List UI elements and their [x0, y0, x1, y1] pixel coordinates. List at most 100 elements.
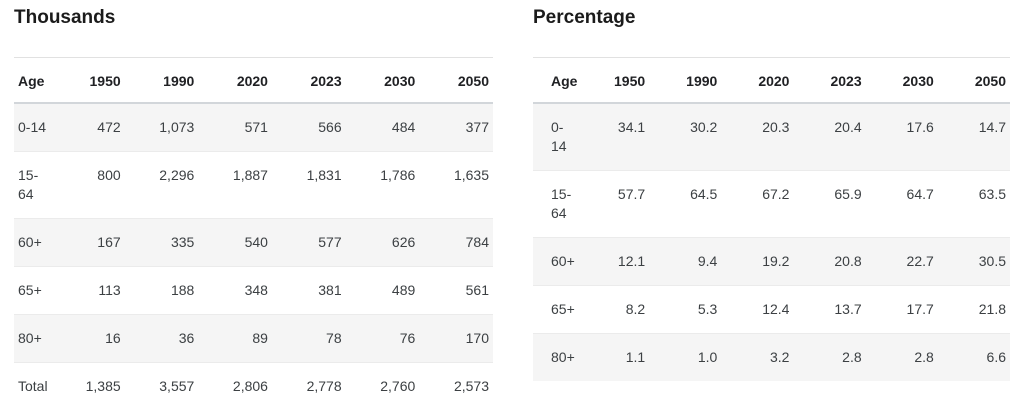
- cell-value: 6.6: [986, 349, 1006, 365]
- thousands-table-title: Thousands: [14, 7, 116, 28]
- cell-value: 20.8: [793, 237, 866, 286]
- cell-value: 13.7: [793, 285, 866, 334]
- age-label: 0-14: [533, 103, 577, 171]
- header-row: Age 1950 1990 2020 2023 2030 2050: [533, 57, 1010, 104]
- cell-value: 3,557: [159, 378, 195, 394]
- cell-value: 17.6: [865, 103, 938, 171]
- cell-value: 8.2: [577, 285, 650, 334]
- age-label: Total: [18, 378, 48, 394]
- cell-value: 348: [198, 266, 272, 315]
- cell-value: 1.1: [625, 349, 646, 365]
- table-row: 60+ 12.1 9.4 19.2 20.8 22.7 30.5: [533, 237, 1010, 286]
- cell-value: 67.2: [721, 170, 794, 238]
- column-header-1950: 1950: [51, 57, 125, 104]
- cell-value: 2.8: [842, 349, 862, 365]
- cell-value: 17.7: [865, 285, 938, 334]
- column-header-1950: 1950: [577, 57, 650, 104]
- age-label: 15-64: [533, 170, 577, 238]
- column-header-1990: 1990: [649, 57, 722, 104]
- cell-value: 65.9: [793, 170, 866, 238]
- age-label: 65+: [533, 285, 577, 334]
- cell-value: 2,573: [453, 378, 489, 394]
- cell-value: 2,806: [232, 378, 268, 394]
- table-row: 15-64 57.7 64.5 67.2 65.9 64.7 63.5: [533, 170, 1010, 238]
- cell-value: 167: [51, 218, 125, 267]
- cell-value: 2,296: [124, 151, 199, 219]
- column-header-1990: 1990: [124, 57, 199, 104]
- thousands-table-header: Age 1950 1990 2020 2023 2030 2050: [14, 57, 493, 104]
- cell-value: 577: [271, 218, 346, 267]
- cell-value: 19.2: [721, 237, 794, 286]
- cell-value: 335: [124, 218, 199, 267]
- cell-value: 89: [198, 314, 272, 363]
- cell-value: 30.5: [937, 237, 1010, 286]
- cell-value: 1,635: [419, 151, 493, 219]
- column-header-age: Age: [14, 57, 51, 104]
- cell-value: 113: [51, 266, 125, 315]
- cell-value: 12.1: [577, 237, 650, 286]
- cell-value: 472: [51, 103, 125, 152]
- cell-value: 57.7: [577, 170, 650, 238]
- age-label: 60+: [14, 218, 51, 267]
- cell-value: 170: [419, 314, 493, 363]
- cell-value: 5.3: [649, 285, 722, 334]
- cell-value: 63.5: [937, 170, 1010, 238]
- cell-value: 1,887: [198, 151, 272, 219]
- cell-value: 20.3: [721, 103, 794, 171]
- cell-value: 34.1: [577, 103, 650, 171]
- age-label: 80+: [551, 349, 575, 365]
- cell-value: 1,073: [124, 103, 199, 152]
- column-header-2030: 2030: [865, 57, 938, 104]
- cell-value: 64.5: [649, 170, 722, 238]
- cell-value: 377: [419, 103, 493, 152]
- cell-value: 188: [124, 266, 199, 315]
- cell-value: 540: [198, 218, 272, 267]
- table-row: 80+ 1.1 1.0 3.2 2.8 2.8 6.6: [533, 333, 1010, 381]
- age-label: 0-14: [14, 103, 51, 152]
- column-header-2020: 2020: [721, 57, 794, 104]
- table-row: 0-14 34.1 30.2 20.3 20.4 17.6 14.7: [533, 103, 1010, 171]
- thousands-table: Age 1950 1990 2020 2023 2030 2050 0-14 4…: [14, 57, 493, 410]
- cell-value: 36: [124, 314, 199, 363]
- age-label: 80+: [14, 314, 51, 363]
- cell-value: 64.7: [865, 170, 938, 238]
- column-header-2020: 2020: [198, 57, 272, 104]
- column-header-2050: 2050: [937, 57, 1010, 104]
- age-label: 65+: [14, 266, 51, 315]
- percentage-table-header: Age 1950 1990 2020 2023 2030 2050: [533, 57, 1010, 104]
- cell-value: 21.8: [937, 285, 1010, 334]
- cell-value: 626: [345, 218, 420, 267]
- age-label: 60+: [533, 237, 577, 286]
- cell-value: 1,385: [85, 378, 121, 394]
- cell-value: 381: [271, 266, 346, 315]
- cell-value: 484: [345, 103, 420, 152]
- cell-value: 571: [198, 103, 272, 152]
- cell-value: 800: [51, 151, 125, 219]
- table-row: 65+ 113 188 348 381 489 561: [14, 266, 493, 315]
- table-row: 65+ 8.2 5.3 12.4 13.7 17.7 21.8: [533, 285, 1010, 334]
- table-row-total: Total 1,385 3,557 2,806 2,778 2,760 2,57…: [14, 363, 493, 411]
- cell-value: 561: [419, 266, 493, 315]
- percentage-table-section: Percentage Age 1950 1990 2020 2023 2030 …: [533, 6, 1010, 418]
- cell-value: 2,760: [380, 378, 416, 394]
- table-row: 0-14 472 1,073 571 566 484 377: [14, 103, 493, 152]
- cell-value: 12.4: [721, 285, 794, 334]
- table-row: 15-64 800 2,296 1,887 1,831 1,786 1,635: [14, 151, 493, 219]
- column-header-2050: 2050: [419, 57, 493, 104]
- percentage-table: Age 1950 1990 2020 2023 2030 2050 0-14 3…: [533, 57, 1010, 381]
- column-header-2023: 2023: [793, 57, 866, 104]
- column-header-2030: 2030: [345, 57, 420, 104]
- header-row: Age 1950 1990 2020 2023 2030 2050: [14, 57, 493, 104]
- cell-value: 566: [271, 103, 346, 152]
- thousands-table-section: Thousands Age 1950 1990 2020 2023 2030 2…: [14, 6, 493, 418]
- cell-value: 9.4: [649, 237, 722, 286]
- cell-value: 2,778: [306, 378, 342, 394]
- cell-value: 16: [51, 314, 125, 363]
- cell-value: 14.7: [937, 103, 1010, 171]
- cell-value: 20.4: [793, 103, 866, 171]
- table-row: 80+ 16 36 89 78 76 170: [14, 314, 493, 363]
- cell-value: 22.7: [865, 237, 938, 286]
- percentage-table-title: Percentage: [533, 7, 636, 28]
- cell-value: 1.0: [697, 349, 718, 365]
